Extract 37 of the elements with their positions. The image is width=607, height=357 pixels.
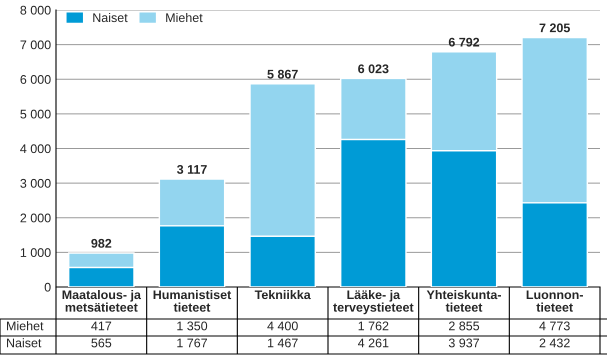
data-label: 565 <box>91 338 112 348</box>
total-label: 982 <box>91 238 112 248</box>
data-label: 4 400 <box>267 322 298 330</box>
y-tick-label: 7 000 <box>20 40 51 50</box>
total-label: 6 792 <box>448 38 480 47</box>
data-label: 2 432 <box>540 338 570 348</box>
x-tick-label: Luonnon- tieteet <box>526 290 583 312</box>
x-tick-label: Yhteiskunta- tieteet <box>426 290 502 312</box>
y-tick-label: 4 000 <box>20 144 51 154</box>
data-label: 1 762 <box>358 322 388 330</box>
total-label: 7 205 <box>540 23 570 32</box>
x-tick-label: Humanistiset tieteet <box>154 290 232 312</box>
y-tick-label: 1 000 <box>20 248 51 258</box>
data-label: 2 855 <box>448 322 480 330</box>
legend-label: Miehet <box>166 12 203 22</box>
data-label: 1 467 <box>268 338 298 348</box>
data-label: 3 937 <box>448 338 480 348</box>
data-label: 4 261 <box>358 338 388 348</box>
total-label: 3 117 <box>176 164 207 174</box>
legend-label: Naiset <box>93 12 128 22</box>
y-tick-label: 8 000 <box>20 6 51 15</box>
y-tick-label: 0 <box>44 282 51 292</box>
y-tick-label: 6 000 <box>20 75 51 84</box>
y-tick-label: 5 000 <box>20 110 51 119</box>
y-tick-label: 3 000 <box>20 178 51 188</box>
x-tick-label: Lääke- ja terveystieteet <box>333 290 414 314</box>
x-tick-label: Maatalous- ja metsätieteet <box>62 290 142 312</box>
data-label: 1 350 <box>177 322 208 330</box>
text: Miehet <box>7 321 44 330</box>
text: Naiset <box>7 338 42 348</box>
data-label: 4 773 <box>539 322 570 330</box>
data-label: 1 767 <box>177 338 208 348</box>
data-label: 417 <box>91 322 112 330</box>
y-tick-label: 2 000 <box>20 214 51 222</box>
total-label: 5 867 <box>267 70 298 79</box>
total-label: 6 023 <box>358 64 389 74</box>
x-tick-label: Tekniikka <box>254 290 311 300</box>
